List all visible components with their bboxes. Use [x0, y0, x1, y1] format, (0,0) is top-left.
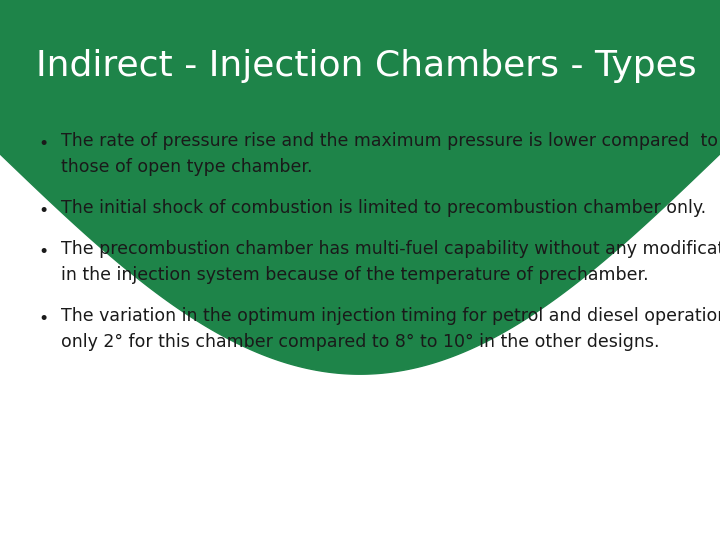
Bar: [0, 0, 720, 154]
Text: •: •: [38, 310, 48, 328]
Text: Indirect - Injection Chambers - Types: Indirect - Injection Chambers - Types: [36, 49, 697, 83]
Text: those of open type chamber.: those of open type chamber.: [61, 158, 312, 176]
Text: The initial shock of combustion is limited to precombustion chamber only.: The initial shock of combustion is limit…: [61, 199, 706, 217]
Text: in the injection system because of the temperature of prechamber.: in the injection system because of the t…: [61, 266, 649, 284]
Text: The rate of pressure rise and the maximum pressure is lower compared  to: The rate of pressure rise and the maximu…: [61, 132, 719, 150]
Text: •: •: [38, 202, 48, 220]
Text: •: •: [38, 135, 48, 153]
Polygon shape: [0, 0, 720, 374]
Text: The variation in the optimum injection timing for petrol and diesel operations i: The variation in the optimum injection t…: [61, 307, 720, 325]
Text: only 2° for this chamber compared to 8° to 10° in the other designs.: only 2° for this chamber compared to 8° …: [61, 333, 660, 351]
Text: The precombustion chamber has multi-fuel capability without any modification: The precombustion chamber has multi-fuel…: [61, 240, 720, 258]
Text: •: •: [38, 243, 48, 261]
